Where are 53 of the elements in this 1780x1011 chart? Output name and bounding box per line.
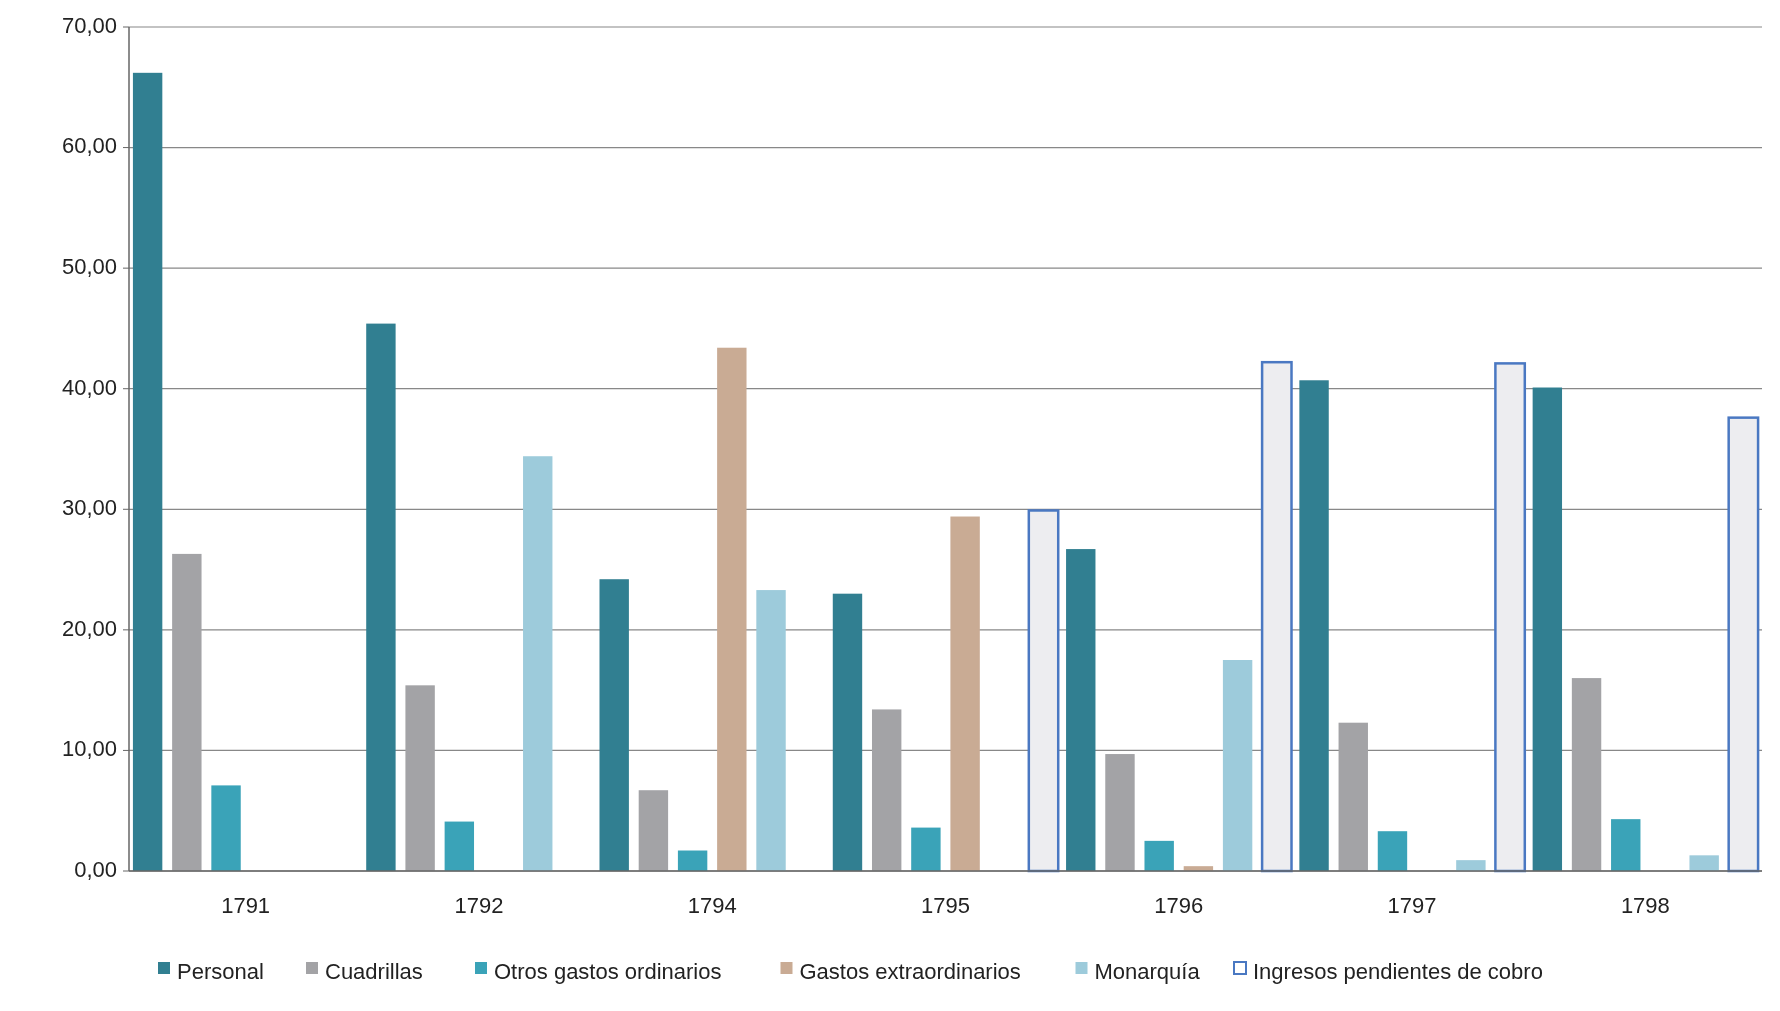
bar (1377, 831, 1408, 871)
bar (1727, 416, 1760, 873)
bar (1144, 840, 1174, 871)
bar (172, 553, 202, 871)
bar (911, 827, 941, 871)
y-tick-label: 50,00 (61, 253, 117, 279)
bar (211, 785, 241, 871)
legend-label: Otros gastos ordinarios (494, 958, 722, 984)
x-tick-label: 1794 (687, 893, 737, 918)
y-tick-label: 70,00 (61, 12, 117, 38)
y-tick-label: 10,00 (61, 736, 117, 762)
x-tick-label: 1796 (1154, 893, 1204, 918)
legend-label: Cuadrillas (325, 958, 423, 984)
bar (405, 685, 435, 871)
bar (1456, 860, 1486, 871)
y-tick-label: 60,00 (61, 133, 117, 159)
bar (1532, 387, 1563, 871)
legend-label: Monarquía (1094, 958, 1201, 984)
bar (1299, 380, 1329, 871)
bar (1611, 819, 1641, 871)
bar (1066, 549, 1096, 871)
y-tick-label: 40,00 (61, 374, 117, 400)
y-tick-label: 0,00 (74, 856, 117, 882)
legend-label: Gastos extraordinarios (799, 958, 1021, 984)
bar (677, 850, 708, 871)
legend-label: Ingresos pendientes de cobro (1253, 958, 1543, 984)
bar (1689, 855, 1719, 871)
bar (1222, 660, 1253, 871)
bar (717, 347, 747, 871)
x-tick-label: 1797 (1387, 893, 1437, 918)
bar (1027, 509, 1060, 873)
bar (132, 72, 163, 871)
x-tick-label: 1795 (921, 893, 970, 918)
bar (1105, 754, 1135, 871)
y-tick-label: 30,00 (61, 495, 117, 521)
x-tick-label: 1798 (1620, 893, 1670, 918)
legend-label: Personal (177, 958, 264, 984)
bar (599, 579, 629, 871)
y-tick-label: 20,00 (61, 615, 117, 641)
bar (1338, 722, 1368, 871)
bar (523, 456, 553, 871)
bar (1571, 678, 1602, 871)
bar (832, 593, 863, 871)
bar (1260, 360, 1293, 873)
x-tick-label: 1792 (454, 893, 504, 918)
bar (871, 709, 902, 871)
bar (444, 821, 475, 871)
bar (1494, 362, 1527, 873)
x-tick-label: 1791 (221, 893, 271, 918)
bar (638, 790, 669, 871)
bar (756, 590, 786, 871)
bar (950, 516, 980, 871)
bar (366, 323, 396, 871)
